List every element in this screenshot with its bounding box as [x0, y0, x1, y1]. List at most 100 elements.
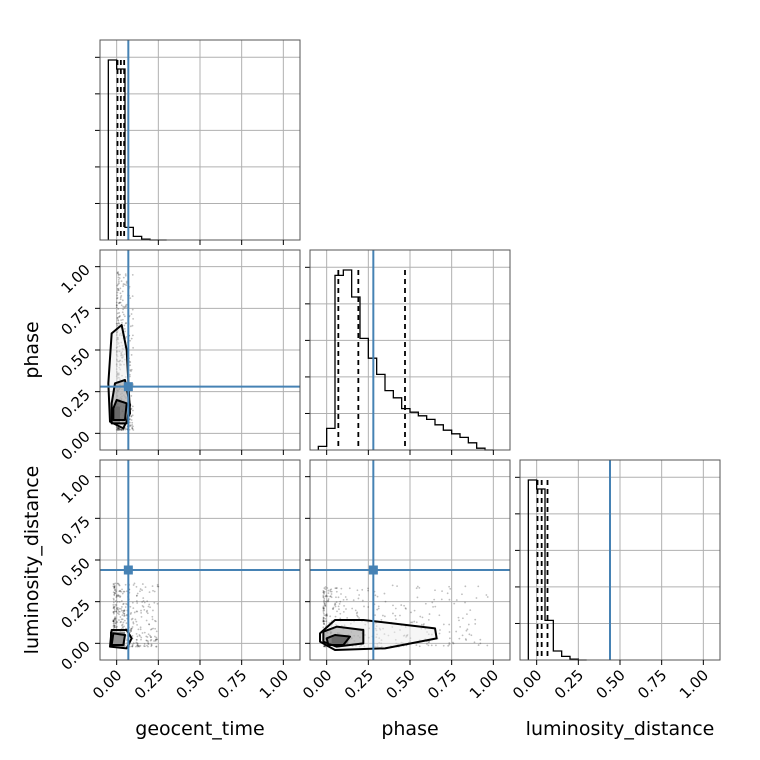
- sample-point: [148, 623, 151, 626]
- sample-point: [142, 599, 145, 602]
- sample-point: [136, 623, 138, 626]
- sample-point: [345, 598, 348, 601]
- sample-point: [334, 605, 337, 608]
- sample-point: [326, 600, 329, 603]
- sample-point: [125, 280, 128, 283]
- sample-point: [145, 635, 148, 638]
- sample-point: [475, 597, 478, 599]
- sample-point: [325, 620, 328, 623]
- sample-point: [474, 618, 477, 621]
- sample-point: [129, 361, 132, 364]
- sample-point: [118, 610, 121, 613]
- sample-point: [129, 605, 132, 608]
- sample-point: [322, 595, 325, 598]
- sample-point: [322, 606, 325, 609]
- sample-point: [151, 585, 154, 588]
- sample-point: [147, 642, 149, 644]
- sample-point: [342, 610, 345, 613]
- sample-point: [116, 297, 118, 300]
- sample-point: [416, 596, 419, 599]
- sample-point: [119, 273, 121, 276]
- sample-point: [125, 282, 128, 284]
- sample-point: [121, 299, 124, 302]
- sample-point: [326, 614, 328, 617]
- sample-point: [322, 620, 325, 623]
- sample-point: [115, 322, 118, 325]
- sample-point: [117, 594, 120, 596]
- sample-point: [323, 623, 326, 626]
- sample-point: [117, 319, 120, 322]
- sample-point: [125, 335, 128, 338]
- x-tick-label: 0.50: [592, 666, 628, 702]
- sample-point: [322, 591, 325, 594]
- sample-point: [122, 627, 124, 629]
- sample-point: [142, 606, 145, 608]
- sample-point: [112, 620, 115, 622]
- sample-point: [116, 322, 119, 325]
- sample-point: [430, 644, 433, 647]
- sample-point: [325, 613, 327, 616]
- sample-point: [117, 302, 120, 305]
- sample-point: [322, 594, 325, 597]
- sample-point: [117, 429, 119, 431]
- sample-point: [326, 587, 329, 589]
- sample-point: [143, 643, 146, 645]
- sample-point: [138, 645, 141, 648]
- sample-point: [434, 605, 437, 608]
- sample-point: [115, 594, 118, 597]
- sample-point: [327, 600, 330, 603]
- sample-point: [325, 600, 327, 603]
- sample-point: [122, 621, 125, 624]
- sample-point: [118, 590, 121, 593]
- sample-point: [121, 624, 123, 627]
- sample-point: [112, 611, 115, 614]
- sample-point: [117, 427, 119, 429]
- sample-point: [453, 602, 456, 605]
- sample-point: [119, 428, 122, 431]
- sample-point: [143, 631, 146, 634]
- sample-point: [117, 427, 120, 430]
- sample-point: [325, 594, 328, 597]
- sample-point: [124, 583, 127, 586]
- sample-point: [337, 605, 340, 608]
- sample-point: [120, 609, 123, 612]
- sample-point: [150, 636, 152, 638]
- sample-point: [136, 594, 138, 597]
- sample-point: [113, 594, 116, 597]
- sample-point: [141, 589, 143, 592]
- sample-point: [112, 605, 115, 608]
- sample-point: [115, 306, 118, 309]
- sample-point: [384, 600, 387, 603]
- sample-point: [122, 283, 125, 285]
- sample-point: [327, 592, 330, 595]
- sample-point: [130, 415, 133, 418]
- sample-point: [113, 625, 116, 628]
- sample-point: [116, 294, 119, 297]
- sample-point: [131, 426, 134, 429]
- sample-point: [118, 315, 121, 318]
- sample-point: [112, 610, 115, 613]
- contour-level-2: [110, 632, 126, 646]
- sample-point: [124, 330, 126, 333]
- sample-point: [131, 421, 134, 424]
- sample-point: [146, 636, 149, 638]
- sample-point: [465, 639, 468, 641]
- x-tick-label: 0.50: [382, 666, 418, 702]
- sample-point: [136, 644, 139, 647]
- x-tick-label: 0.00: [89, 666, 125, 702]
- sample-point: [330, 588, 333, 591]
- sample-point: [120, 608, 122, 610]
- sample-point: [426, 643, 428, 645]
- sample-point: [147, 645, 149, 648]
- sample-point: [128, 375, 131, 378]
- sample-point: [336, 610, 338, 613]
- sample-point: [358, 617, 360, 619]
- sample-point: [148, 623, 150, 626]
- sample-point: [123, 590, 126, 593]
- sample-point: [342, 598, 345, 601]
- sample-point: [415, 644, 418, 647]
- sample-point: [114, 589, 117, 592]
- sample-point: [114, 624, 116, 627]
- sample-point: [117, 428, 120, 431]
